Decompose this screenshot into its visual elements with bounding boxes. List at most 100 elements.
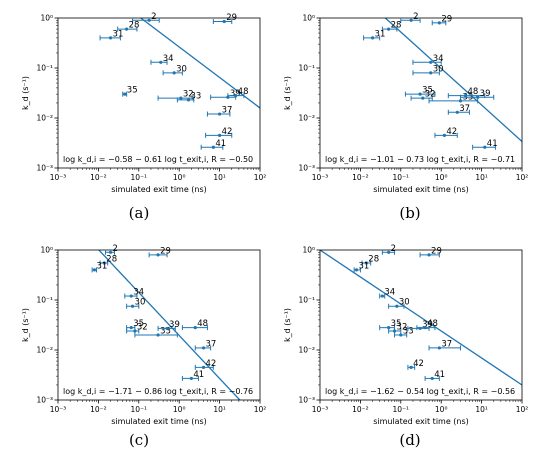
x-tick-label: 10⁰ [435, 405, 448, 414]
y-tick-label: 10⁰ [302, 14, 315, 23]
point-label: 34 [433, 54, 444, 64]
data-point-31: 31 [363, 29, 386, 41]
point-label: 41 [434, 370, 445, 380]
point-label: 48 [238, 87, 249, 97]
y-tick-label: 10⁰ [40, 14, 53, 23]
point-marker [370, 36, 375, 40]
fit-equation: log k_d,i = −1.62 − 0.54 log t_exit,i, R… [325, 387, 515, 396]
y-tick-label: 10⁻¹ [36, 64, 53, 73]
fit-equation: log k_d,i = −1.71 − 0.86 log t_exit,i, R… [63, 387, 253, 396]
data-point-31: 31 [353, 261, 369, 273]
point-label: 29 [441, 14, 452, 24]
data-point-29: 29 [419, 246, 442, 258]
data-point-32: 32 [388, 322, 407, 334]
axes-frame [319, 249, 523, 401]
y-axis-label: k_d (s⁻¹) [283, 308, 292, 342]
point-marker [189, 376, 193, 381]
data-point-34: 34 [150, 54, 174, 65]
point-marker [463, 94, 468, 98]
point-label: 29 [431, 246, 442, 256]
point-marker [427, 253, 431, 257]
x-tick-label: 10⁰ [173, 405, 186, 414]
y-tick-label: 10⁻³ [36, 396, 53, 405]
x-tick-label: 10² [516, 173, 529, 182]
y-tick-label: 10⁻² [298, 114, 315, 123]
point-marker [156, 333, 160, 337]
data-point-41: 41 [200, 139, 226, 150]
point-marker [222, 19, 226, 24]
point-label: 48 [468, 87, 479, 97]
point-label: 31 [358, 261, 369, 271]
data-point-34: 34 [379, 288, 395, 299]
point-marker [186, 98, 191, 102]
chart-panel-a: 10⁻³ 10⁻² 10⁻¹ 10⁰ 10¹ 10² 10⁻³ 10⁻² 10⁻¹ 10⁰ simu… [21, 12, 266, 222]
point-marker [399, 333, 403, 337]
point-marker [179, 96, 183, 100]
point-marker [455, 110, 459, 114]
point-marker [165, 326, 169, 331]
point-marker [92, 268, 97, 272]
y-tick-label: 10⁻¹ [298, 64, 315, 73]
y-tick-label: 10⁻³ [298, 396, 315, 405]
point-label: 34 [384, 288, 395, 298]
data-point-35: 35 [404, 86, 436, 97]
x-tick-label: 10⁰ [173, 173, 186, 182]
x-tick-label: 10² [516, 405, 529, 414]
point-marker [156, 253, 160, 257]
point-label: 31 [375, 29, 386, 39]
x-tick-label: 10² [254, 405, 267, 414]
data-point-30: 30 [388, 298, 410, 309]
data-point-42: 42 [407, 359, 424, 370]
point-marker [102, 261, 106, 265]
point-label: 30 [176, 64, 187, 74]
data-point-35: 35 [379, 319, 401, 331]
point-marker [218, 133, 222, 137]
data-point-33: 33 [176, 91, 201, 103]
x-tick-label: 10⁻² [90, 405, 107, 414]
x-tick-label: 10⁻³ [312, 405, 329, 414]
point-label: 41 [215, 139, 226, 149]
point-marker [172, 71, 176, 75]
data-point-2: 2 [132, 12, 160, 23]
point-label: 39 [230, 89, 241, 99]
data-point-42: 42 [205, 127, 233, 138]
point-marker [218, 112, 222, 116]
chart-panel-b: 10⁻³ 10⁻² 10⁻¹ 10⁰ 10¹ 10² 10⁻³ 10⁻² 10⁻¹ 10⁰ simu… [283, 12, 529, 222]
data-point-2: 2 [400, 12, 421, 23]
point-label: 33 [160, 326, 171, 336]
point-marker [387, 326, 391, 330]
point-label: 2 [113, 244, 118, 254]
data-point-31: 31 [99, 29, 123, 41]
data-point-48: 48 [416, 319, 438, 331]
point-marker [380, 294, 384, 298]
x-tick-label: 10⁻² [352, 173, 369, 182]
data-point-35: 35 [126, 319, 144, 331]
point-label: 42 [222, 127, 233, 137]
point-marker [409, 18, 413, 22]
fit-line [98, 250, 241, 400]
point-label: 29 [160, 246, 171, 256]
x-tick-label: 10⁻³ [312, 173, 329, 182]
x-axis-label: simulated exit time (ns) [111, 185, 207, 194]
data-point-41: 41 [472, 139, 498, 150]
point-label: 37 [459, 104, 470, 114]
point-label: 34 [163, 54, 174, 64]
point-marker [437, 346, 441, 350]
point-label: 39 [169, 320, 180, 330]
point-marker [234, 94, 238, 98]
data-point-48: 48 [227, 87, 249, 99]
data-point-28: 28 [381, 21, 402, 32]
y-axis-label: k_d (s⁻¹) [21, 76, 30, 110]
data-point-37: 37 [447, 104, 470, 115]
x-axis-label: simulated exit time (ns) [111, 417, 207, 426]
data-point-32: 32 [126, 322, 148, 334]
point-label: 35 [127, 86, 138, 96]
data-point-39: 39 [157, 320, 180, 331]
y-tick-label: 10⁻² [36, 114, 53, 123]
point-label: 28 [391, 21, 402, 31]
point-marker [108, 250, 113, 254]
point-label: 2 [413, 12, 418, 22]
point-label: 32 [183, 90, 194, 100]
data-point-29: 29 [148, 246, 171, 258]
